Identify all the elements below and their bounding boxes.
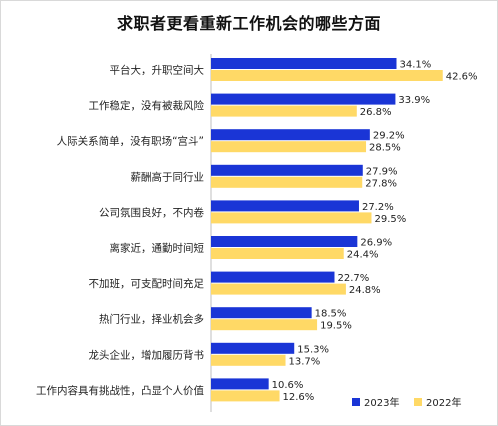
data-label: 42.6% [446, 72, 478, 83]
legend-swatch [414, 398, 422, 406]
data-label: 19.5% [320, 321, 352, 332]
category-label: 人际关系简单，没有职场“宫斗” [57, 135, 204, 148]
value-labels: 34.1% 42.6% 33.9% 26.8% 29.2%28.5% 27.9%27.8%… [272, 60, 478, 403]
bar-series-2 [211, 319, 318, 331]
data-label: 28.5% [369, 143, 401, 154]
bar-series-2 [211, 176, 363, 188]
data-label: 26.8% [360, 107, 392, 118]
bar-series-2 [211, 70, 443, 81]
legend-label: 2023年 [364, 396, 399, 409]
bar-series-1 [211, 164, 363, 176]
bar-series-2 [211, 283, 346, 295]
data-label: 18.5% [315, 309, 347, 320]
legend-swatch [352, 398, 360, 406]
bar-series-1 [211, 378, 269, 390]
bar-series-2 [211, 354, 286, 366]
category-label: 工作稳定，没有被裁风险 [89, 99, 205, 112]
bar-series-1 [211, 200, 359, 212]
category-label: 不加班，可支配时间充足 [89, 277, 205, 290]
category-label: 离家近，通勤时间短 [110, 242, 205, 255]
category-label: 公司氛围良好，不内卷 [99, 206, 204, 219]
category-label: 热门行业，择业机会多 [99, 313, 204, 326]
bar-series-2 [211, 248, 344, 259]
data-label: 15.3% [297, 344, 329, 355]
data-label: 26.9% [360, 238, 392, 249]
bar-series-1 [211, 271, 335, 283]
data-label: 27.9% [366, 166, 398, 177]
data-label: 34.1% [400, 60, 432, 71]
data-label: 22.7% [337, 273, 369, 284]
category-label: 龙头企业，增加履历背书 [89, 348, 205, 361]
bar-series-2 [211, 212, 372, 224]
legend-label: 2022年 [426, 396, 461, 409]
data-label: 29.5% [374, 214, 406, 225]
bar-series-1 [211, 93, 396, 105]
bar-series-1 [211, 129, 370, 141]
data-label: 24.8% [349, 285, 381, 296]
bar-series-1 [211, 236, 358, 247]
bar-series-1 [211, 342, 295, 354]
category-label: 工作内容具有挑战性，凸显个人价值 [36, 384, 204, 397]
bar-series-2 [211, 390, 280, 402]
category-label: 平台大，升职空间大 [110, 64, 205, 77]
category-label: 薪酬高于同行业 [131, 170, 205, 183]
data-label: 13.7% [289, 356, 321, 367]
bar-series-1 [211, 58, 397, 69]
bar-series-1 [211, 307, 312, 319]
legend: 2023年 2022年 [352, 396, 461, 409]
bar-series-2 [211, 141, 367, 153]
data-label: 29.2% [373, 131, 405, 142]
data-label: 27.8% [365, 178, 397, 189]
data-label: 33.9% [398, 95, 430, 106]
data-label: 12.6% [283, 392, 315, 403]
bar-series-2 [211, 105, 357, 117]
data-label: 24.4% [347, 250, 379, 261]
data-label: 10.6% [272, 380, 304, 391]
chart-title: 求职者更看重新工作机会的哪些方面 [116, 14, 381, 33]
data-label: 27.2% [362, 202, 394, 213]
bars-group [211, 58, 443, 402]
